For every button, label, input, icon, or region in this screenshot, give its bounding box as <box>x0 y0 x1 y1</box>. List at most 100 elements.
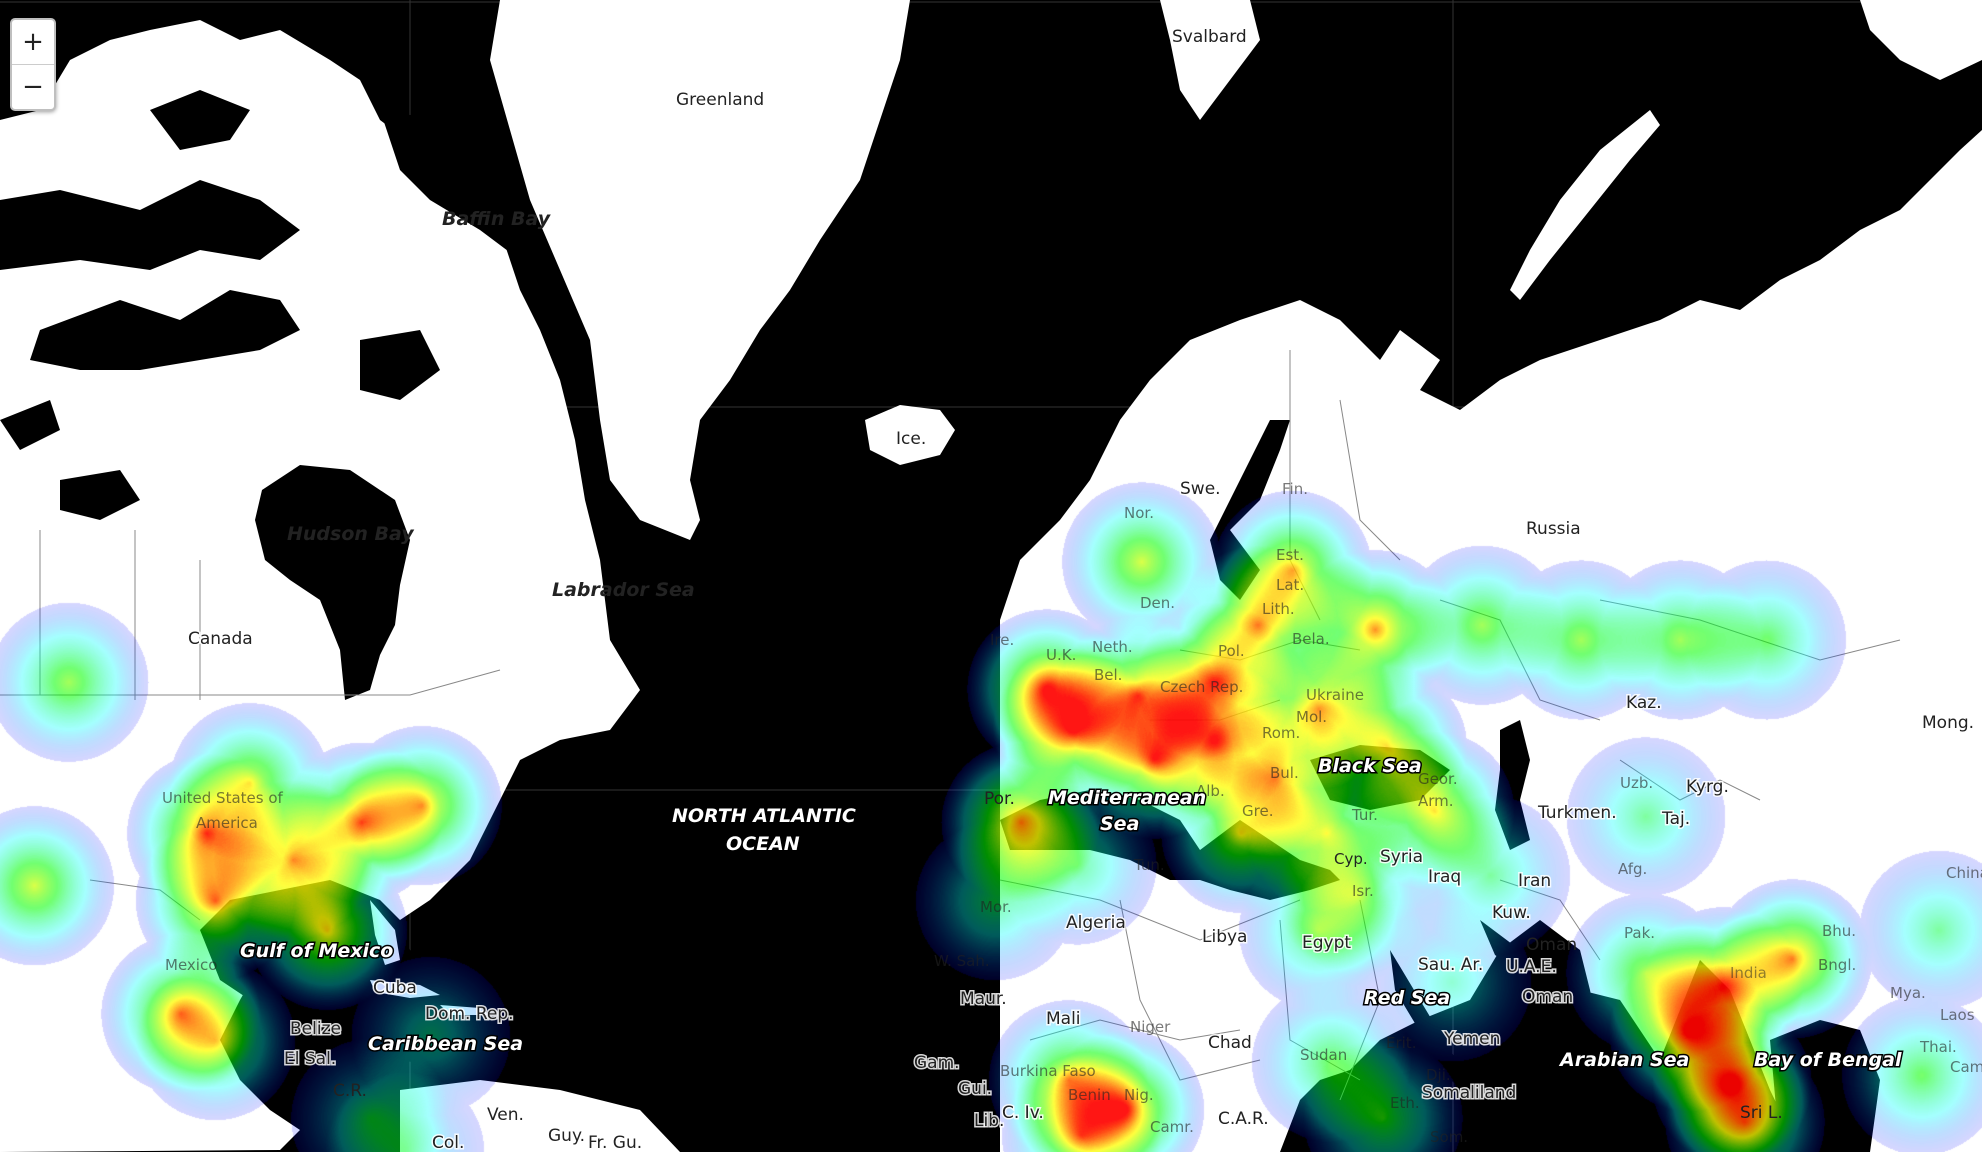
label-armenia: Arm. <box>1418 792 1454 810</box>
zoom-out-button[interactable]: − <box>12 64 54 109</box>
label-bangladesh: Bngl. <box>1818 956 1856 974</box>
label-eritrea: Erit. <box>1386 1034 1416 1052</box>
label-gambia: Gam. <box>914 1053 960 1073</box>
label-colombia: Col. <box>432 1133 464 1152</box>
label-mongolia: Mong. <box>1922 713 1974 733</box>
label-greece: Gre. <box>1242 802 1273 820</box>
label-niger: Niger <box>1130 1018 1171 1036</box>
label-benin: Benin <box>1068 1086 1111 1104</box>
label-romania: Rom. <box>1262 724 1300 742</box>
label-pakistan: Pak. <box>1624 924 1655 942</box>
label-iraq: Iraq <box>1428 867 1461 887</box>
label-usa-line2: America <box>196 814 258 832</box>
label-baffin-bay: Baffin Bay <box>442 208 552 230</box>
label-cambodia: Cam. <box>1950 1058 1982 1076</box>
label-car: C.A.R. <box>1218 1109 1269 1129</box>
label-bulgaria: Bul. <box>1270 764 1299 782</box>
label-gulf-of-mexico: Gulf of Mexico <box>240 940 393 962</box>
label-afghanistan: Afg. <box>1618 860 1647 878</box>
label-mauritania: Maur. <box>960 989 1007 1009</box>
label-ireland: Ire. <box>990 631 1014 649</box>
label-poland: Pol. <box>1218 642 1245 660</box>
label-nigeria: Nig. <box>1124 1086 1154 1104</box>
label-north-atlantic-line2: OCEAN <box>726 833 800 855</box>
label-kyrgyzstan: Kyrg. <box>1686 777 1729 797</box>
label-china: China <box>1946 864 1982 882</box>
label-oman-top: Oman <box>1526 935 1577 955</box>
label-red-sea: Red Sea <box>1364 987 1450 1009</box>
label-iran: Iran <box>1518 871 1551 891</box>
label-denmark: Den. <box>1140 594 1175 612</box>
label-moldova: Mol. <box>1296 708 1327 726</box>
label-mali: Mali <box>1046 1009 1081 1029</box>
label-somalia: Som. <box>1430 1128 1468 1146</box>
label-yemen: Yemen <box>1443 1029 1500 1049</box>
label-uae: U.A.E. <box>1506 957 1557 977</box>
label-turkmenistan: Turkmen. <box>1537 803 1617 823</box>
label-greenland: Greenland <box>676 90 764 110</box>
label-myanmar: Mya. <box>1890 984 1926 1002</box>
label-tunisia: Tun. <box>1133 856 1165 874</box>
label-black-sea: Black Sea <box>1318 755 1422 777</box>
label-uzbekistan: Uzb. <box>1620 774 1653 792</box>
label-kazakhstan: Kaz. <box>1626 693 1662 713</box>
label-saudi-arabia: Sau. Ar. <box>1418 955 1483 975</box>
label-usa-line1: United States of <box>162 789 284 807</box>
zoom-control: + − <box>10 18 56 111</box>
label-burkina-faso: Burkina Faso <box>1000 1062 1096 1080</box>
label-syria: Syria <box>1380 847 1423 867</box>
label-turkey: Tur. <box>1351 806 1378 824</box>
label-algeria: Algeria <box>1066 913 1126 933</box>
label-chad: Chad <box>1208 1033 1252 1053</box>
label-hudson-bay: Hudson Bay <box>287 523 415 545</box>
label-cameroon: Camr. <box>1150 1118 1194 1136</box>
label-russia: Russia <box>1526 519 1581 539</box>
label-mediterranean-line2: Sea <box>1100 813 1139 835</box>
label-sweden: Swe. <box>1180 479 1221 499</box>
label-finland: Fin. <box>1282 480 1308 498</box>
label-ivory-coast: C. Iv. <box>1002 1103 1044 1123</box>
label-morocco: Mor. <box>980 898 1012 916</box>
label-kuwait: Kuw. <box>1492 903 1531 923</box>
label-cyprus: Cyp. <box>1334 850 1368 868</box>
label-french-guiana: Fr. Gu. <box>588 1133 642 1152</box>
zoom-in-button[interactable]: + <box>22 27 44 57</box>
label-djibouti: Dji. <box>1426 1066 1451 1084</box>
label-latvia: Lat. <box>1276 576 1304 594</box>
label-ukraine: Ukraine <box>1306 686 1364 704</box>
label-costa-rica: C.R. <box>333 1081 367 1101</box>
label-laos: Laos <box>1940 1006 1975 1024</box>
label-iceland: Ice. <box>896 429 926 449</box>
label-arabian-sea: Arabian Sea <box>1558 1049 1689 1071</box>
label-venezuela: Ven. <box>487 1105 524 1125</box>
label-guinea: Gui. <box>958 1079 992 1099</box>
label-albania: Alb. <box>1196 782 1225 800</box>
label-cuba: Cuba <box>373 978 417 998</box>
label-labrador-sea: Labrador Sea <box>552 579 695 601</box>
label-belize: Belize <box>290 1019 341 1039</box>
label-caribbean-sea: Caribbean Sea <box>368 1033 523 1055</box>
label-mediterranean-line1: Mediterranean <box>1048 787 1206 809</box>
label-western-sahara: W. Sah. <box>934 952 990 970</box>
label-belgium: Bel. <box>1094 666 1122 684</box>
label-norway: Nor. <box>1124 504 1154 522</box>
label-el-salvador: El Sal. <box>284 1049 336 1069</box>
label-mexico: Mexico <box>165 956 217 974</box>
label-egypt: Egypt <box>1302 933 1351 953</box>
label-somaliland: Somaliland <box>1422 1083 1516 1103</box>
label-lithuania: Lith. <box>1262 600 1295 618</box>
label-estonia: Est. <box>1276 546 1304 564</box>
label-tajikistan: Taj. <box>1661 809 1690 829</box>
label-bhutan: Bhu. <box>1822 922 1856 940</box>
label-sri-lanka: Sri L. <box>1740 1103 1783 1123</box>
label-czech: Czech Rep. <box>1160 678 1243 696</box>
label-guyana: Guy. <box>548 1126 585 1146</box>
label-israel: Isr. <box>1352 882 1374 900</box>
label-india: India <box>1730 964 1767 982</box>
label-netherlands: Neth. <box>1092 638 1133 656</box>
label-ethiopia: Eth. <box>1390 1094 1420 1112</box>
label-oman: Oman <box>1522 987 1573 1007</box>
